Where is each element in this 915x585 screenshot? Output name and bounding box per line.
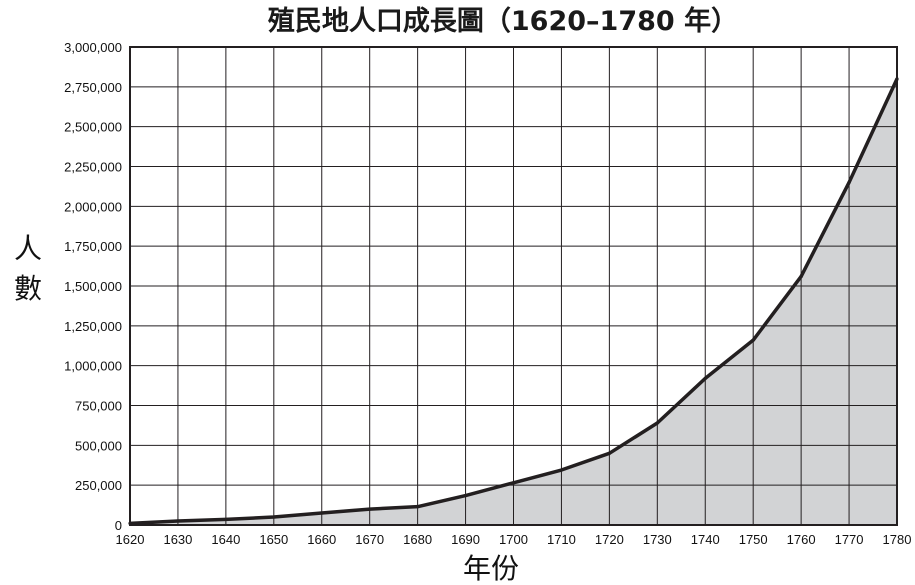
x-tick-label: 1710 bbox=[547, 532, 576, 547]
y-axis-ticks: 0 250,000 500,000 750,000 1,000,000 1,250,000… bbox=[64, 40, 122, 533]
data-point-1740 bbox=[703, 376, 707, 381]
data-point-1670 bbox=[368, 507, 372, 511]
data-point-1630 bbox=[176, 519, 180, 523]
data-point-1650 bbox=[272, 515, 276, 519]
x-tick-label: 1770 bbox=[835, 532, 864, 547]
y-tick-label: 2,250,000 bbox=[64, 160, 122, 175]
y-tick-label: 750,000 bbox=[75, 399, 122, 414]
y-axis-label-char-1: 人 bbox=[14, 232, 42, 265]
data-point-1750 bbox=[751, 338, 755, 342]
x-tick-label: 1730 bbox=[643, 532, 672, 547]
y-axis-label-char-2: 數 bbox=[14, 272, 42, 305]
x-tick-label: 1660 bbox=[307, 532, 336, 547]
x-axis-label: 年份 bbox=[463, 552, 519, 585]
x-tick-label: 1720 bbox=[595, 532, 624, 547]
data-point-1620 bbox=[128, 521, 132, 526]
plot-frame bbox=[129, 46, 898, 526]
x-tick-label: 1650 bbox=[259, 532, 288, 547]
data-point-1760 bbox=[799, 274, 803, 279]
x-tick-label: 1760 bbox=[787, 532, 816, 547]
y-tick-label: 3,000,000 bbox=[64, 40, 122, 55]
x-tick-label: 1620 bbox=[116, 532, 145, 547]
y-tick-label: 0 bbox=[115, 518, 122, 533]
x-tick-label: 1780 bbox=[883, 532, 912, 547]
y-tick-label: 250,000 bbox=[75, 478, 122, 493]
chart-title: 殖民地人口成長圖（1620–1780 年） bbox=[268, 5, 738, 37]
x-tick-label: 1750 bbox=[739, 532, 768, 547]
y-tick-label: 2,750,000 bbox=[64, 80, 122, 95]
data-point-1660 bbox=[320, 511, 324, 515]
data-point-1720 bbox=[607, 451, 611, 455]
y-tick-label: 2,000,000 bbox=[64, 199, 122, 214]
data-point-1700 bbox=[511, 481, 516, 485]
data-point-1730 bbox=[655, 421, 659, 425]
x-axis-ticks: 1620 1630 1640 1650 1660 1670 1680 1690 1700 1710… bbox=[116, 532, 912, 547]
x-tick-label: 1700 bbox=[499, 532, 528, 547]
x-tick-label: 1690 bbox=[451, 532, 480, 547]
y-tick-label: 2,500,000 bbox=[64, 120, 122, 135]
data-point-1770 bbox=[847, 180, 851, 185]
x-tick-label: 1670 bbox=[355, 532, 384, 547]
y-tick-label: 1,500,000 bbox=[64, 279, 122, 294]
data-point-1690 bbox=[463, 493, 468, 498]
x-tick-label: 1640 bbox=[211, 532, 240, 547]
y-tick-label: 500,000 bbox=[75, 438, 122, 453]
y-tick-label: 1,000,000 bbox=[64, 359, 122, 374]
data-point-1640 bbox=[224, 517, 228, 522]
y-tick-label: 1,250,000 bbox=[64, 319, 122, 334]
x-tick-label: 1680 bbox=[403, 532, 432, 547]
x-tick-label: 1630 bbox=[163, 532, 192, 547]
plot-area bbox=[128, 46, 899, 526]
x-tick-label: 1740 bbox=[691, 532, 720, 547]
data-point-1680 bbox=[416, 505, 420, 509]
y-tick-label: 1,750,000 bbox=[64, 239, 122, 254]
data-point-1780 bbox=[895, 77, 899, 81]
data-point-1710 bbox=[559, 468, 564, 472]
